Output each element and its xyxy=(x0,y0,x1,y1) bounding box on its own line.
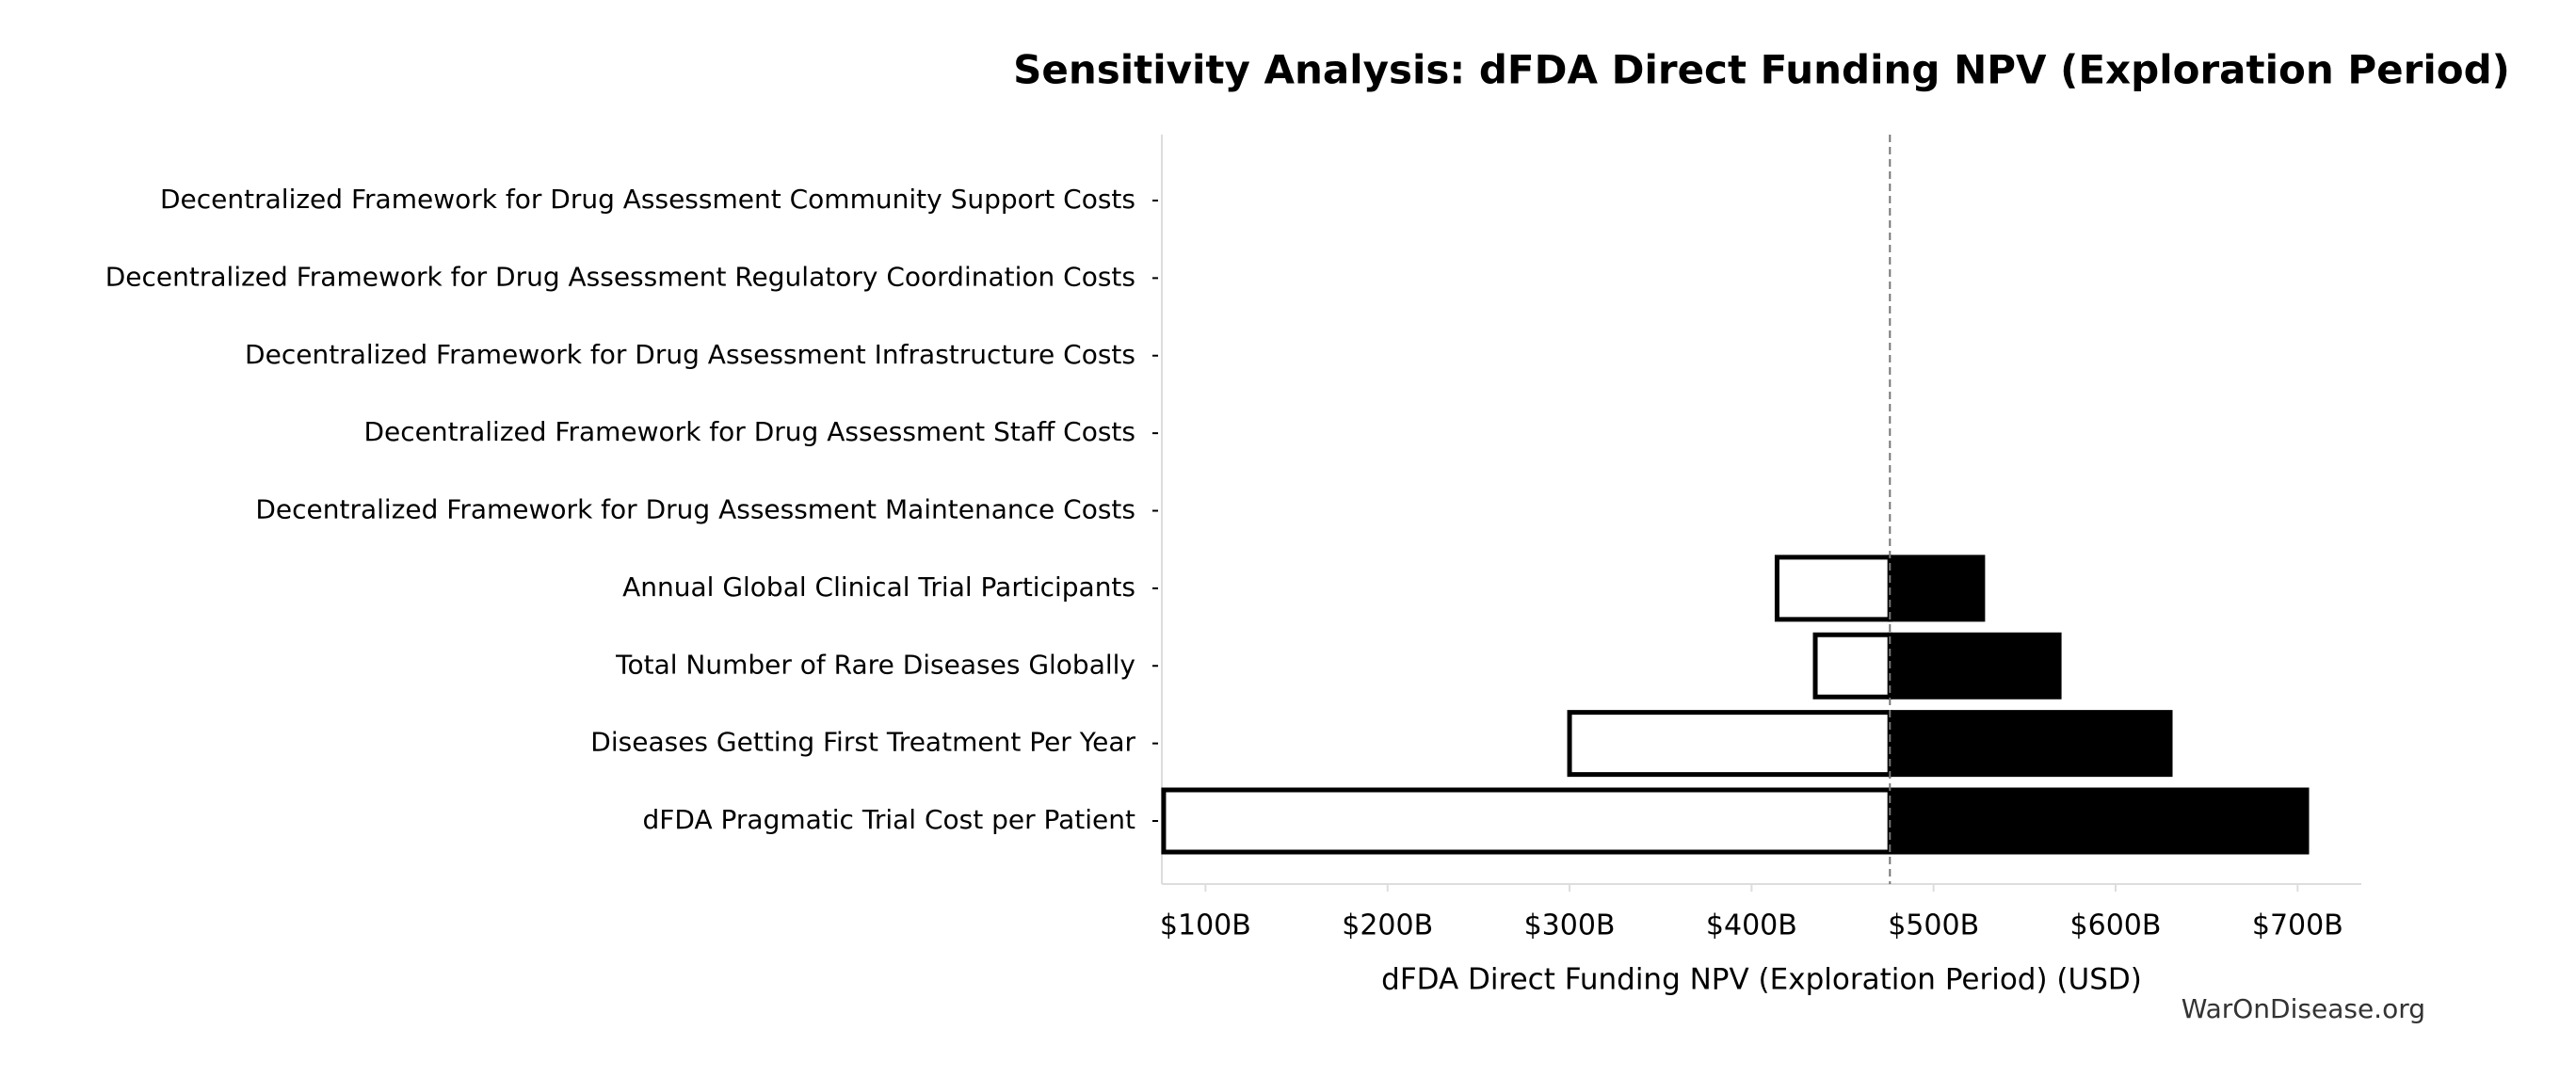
high-bar xyxy=(1887,710,2173,778)
low-bar xyxy=(1774,555,1892,622)
y-tick-label: Decentralized Framework for Drug Assessm… xyxy=(255,494,1135,525)
low-bar xyxy=(1161,787,1892,855)
x-tick-label: $200B xyxy=(1342,909,1433,942)
y-tick-label: Annual Global Clinical Trial Participant… xyxy=(622,571,1135,603)
x-tick-label: $300B xyxy=(1524,909,1616,942)
y-tick-label: dFDA Pragmatic Trial Cost per Patient xyxy=(643,804,1136,835)
x-tick-label: $600B xyxy=(2070,909,2162,942)
high-bar xyxy=(1887,787,2310,855)
y-tick-label: Decentralized Framework for Drug Assessm… xyxy=(245,339,1135,370)
source-note: WarOnDisease.org xyxy=(2182,993,2425,1024)
low-bar xyxy=(1567,710,1892,778)
x-tick-label: $500B xyxy=(1888,909,1979,942)
y-tick-label: Decentralized Framework for Drug Assessm… xyxy=(160,184,1135,215)
x-tick-label: $100B xyxy=(1160,909,1251,942)
x-tick-label: $400B xyxy=(1706,909,1797,942)
low-bar xyxy=(1812,632,1892,700)
high-bar xyxy=(1887,555,1986,622)
chart-title: Sensitivity Analysis: dFDA Direct Fundin… xyxy=(1013,47,2510,93)
y-tick-label: Decentralized Framework for Drug Assessm… xyxy=(363,416,1135,447)
high-bar xyxy=(1887,632,2062,700)
x-axis-label: dFDA Direct Funding NPV (Exploration Per… xyxy=(1381,963,2142,997)
x-tick-label: $700B xyxy=(2252,909,2343,942)
y-tick-label: Diseases Getting First Treatment Per Yea… xyxy=(590,727,1135,758)
y-tick-label: Total Number of Rare Diseases Globally xyxy=(615,649,1135,680)
y-tick-label: Decentralized Framework for Drug Assessm… xyxy=(105,261,1135,292)
